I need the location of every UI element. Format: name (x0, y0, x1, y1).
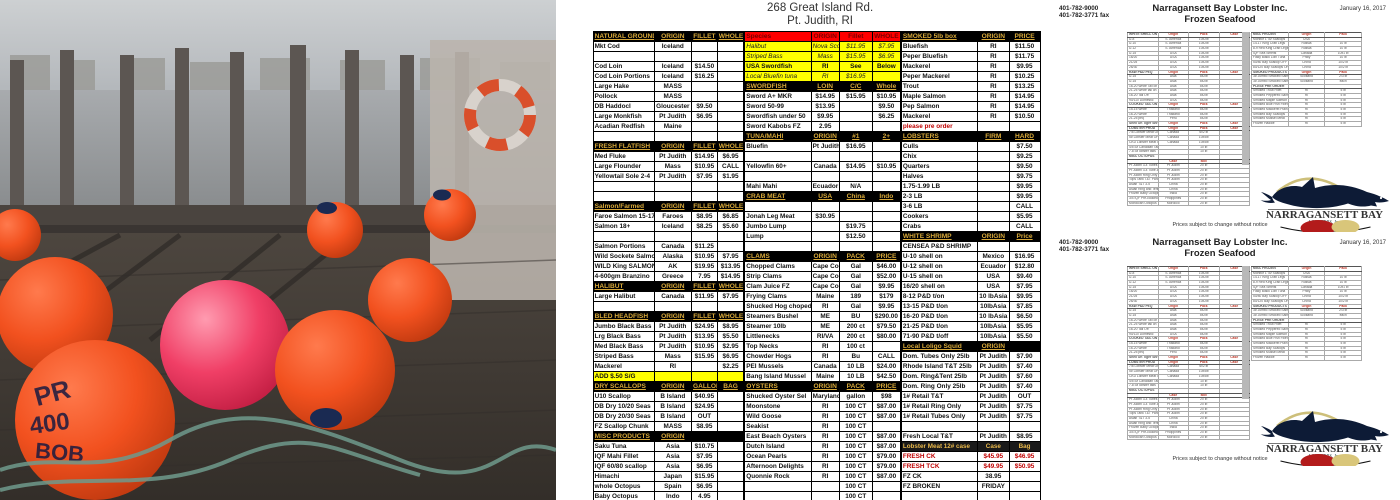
svg-text:NARRAGANSETT BAY: NARRAGANSETT BAY (1266, 443, 1383, 455)
svg-text:NARRAGANSETT BAY: NARRAGANSETT BAY (1266, 209, 1383, 221)
svg-text:400: 400 (28, 408, 71, 440)
